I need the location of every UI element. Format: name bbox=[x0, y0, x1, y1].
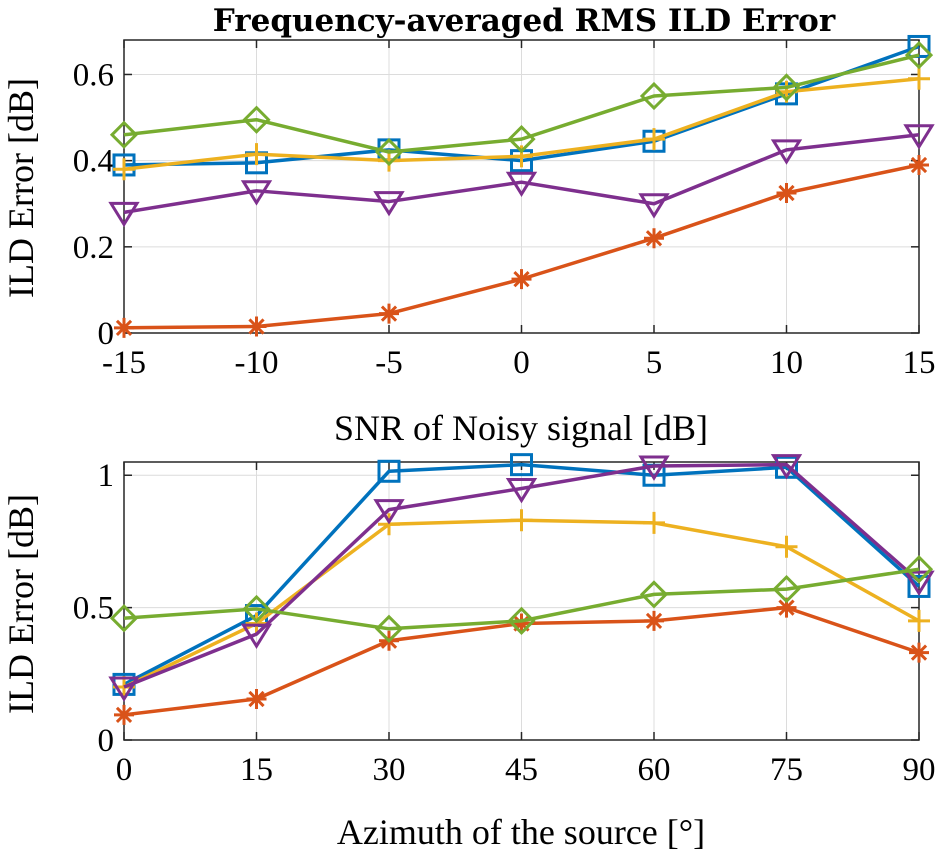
series-1-purple-triangle bbox=[108, 454, 935, 702]
data-point-1-yellow-plus-5 bbox=[775, 535, 798, 558]
series-1-orange-asterisk bbox=[114, 597, 929, 725]
azimuth-panel: Azimuth of the source [°] ILD Error [dB]… bbox=[1, 453, 936, 852]
data-point-0-orange-asterisk-4 bbox=[644, 228, 664, 249]
data-point-1-purple-triangle-4 bbox=[638, 455, 670, 481]
data-point-0-purple-triangle-3 bbox=[505, 171, 538, 198]
series-line-0-purple-triangle bbox=[123, 133, 920, 215]
y-tick-label-0-0: 0 bbox=[98, 316, 115, 352]
data-point-0-green-diamond-4 bbox=[639, 81, 669, 111]
series-0-orange-asterisk bbox=[114, 154, 929, 338]
data-point-0-green-diamond-0 bbox=[109, 120, 139, 149]
series-0-purple-triangle bbox=[108, 124, 935, 228]
series-line-1-green-diamond bbox=[123, 567, 920, 631]
data-point-0-orange-asterisk-1 bbox=[246, 316, 267, 337]
data-point-0-green-diamond-1 bbox=[242, 105, 271, 134]
data-point-0-orange-asterisk-2 bbox=[379, 303, 399, 324]
x-tick-label-1-6: 90 bbox=[903, 752, 936, 788]
y-tick-label-0-2: 0.4 bbox=[73, 144, 114, 180]
y-tick-label-1-0: 0 bbox=[98, 723, 115, 759]
data-point-1-orange-asterisk-4 bbox=[644, 610, 664, 631]
data-point-0-green-diamond-5 bbox=[772, 73, 801, 102]
data-point-0-purple-triangle-0 bbox=[108, 201, 140, 228]
data-point-1-yellow-plus-4 bbox=[643, 511, 665, 534]
x-tick-label-0-1: -10 bbox=[235, 345, 279, 381]
data-point-1-orange-asterisk-5 bbox=[776, 597, 797, 618]
azimuth-x-axis-label: Azimuth of the source [°] bbox=[337, 812, 705, 852]
data-point-1-orange-asterisk-0 bbox=[114, 704, 134, 725]
y-tick-label-0-3: 0.6 bbox=[73, 57, 114, 93]
data-point-1-purple-triangle-0 bbox=[108, 676, 140, 702]
x-tick-label-0-3: 0 bbox=[513, 345, 530, 381]
data-point-1-blue-square-3 bbox=[510, 453, 533, 477]
x-tick-label-1-4: 60 bbox=[638, 752, 671, 788]
data-point-1-purple-triangle-2 bbox=[373, 499, 405, 525]
azimuth-y-axis-label: ILD Error [dB] bbox=[1, 494, 41, 714]
data-point-1-orange-asterisk-3 bbox=[511, 613, 532, 634]
y-tick-label-0-1: 0.2 bbox=[73, 230, 114, 266]
x-tick-label-1-3: 45 bbox=[505, 752, 538, 788]
x-tick-label-0-5: 10 bbox=[770, 345, 803, 381]
data-point-0-green-diamond-3 bbox=[507, 124, 536, 154]
data-point-0-purple-triangle-6 bbox=[903, 124, 935, 150]
data-point-1-green-diamond-5 bbox=[772, 574, 801, 604]
data-point-0-purple-triangle-4 bbox=[638, 193, 670, 219]
x-tick-label-1-2: 30 bbox=[373, 752, 406, 788]
data-point-1-yellow-plus-6 bbox=[908, 609, 930, 632]
data-point-0-yellow-plus-3 bbox=[510, 145, 533, 168]
data-point-1-orange-asterisk-6 bbox=[909, 642, 929, 663]
snr-panel: SNR of Noisy signal [dB] ILD Error [dB] … bbox=[1, 34, 936, 448]
data-point-1-green-diamond-4 bbox=[639, 580, 669, 609]
x-tick-label-0-0: -15 bbox=[102, 345, 146, 381]
data-point-1-purple-triangle-6 bbox=[903, 570, 935, 596]
data-point-0-orange-asterisk-3 bbox=[511, 269, 532, 290]
x-tick-label-0-4: 5 bbox=[646, 345, 663, 381]
y-tick-label-1-1: 0.5 bbox=[73, 591, 114, 627]
y-tick-label-1-2: 1 bbox=[98, 458, 115, 494]
data-point-1-yellow-plus-3 bbox=[510, 509, 533, 532]
data-point-0-yellow-plus-1 bbox=[245, 143, 268, 166]
data-point-1-orange-asterisk-1 bbox=[246, 688, 267, 709]
snr-x-axis-label: SNR of Noisy signal [dB] bbox=[334, 408, 708, 448]
data-point-1-green-diamond-6 bbox=[904, 555, 934, 584]
data-point-1-yellow-plus-1 bbox=[245, 612, 268, 635]
data-point-0-yellow-plus-0 bbox=[113, 158, 135, 181]
series-1-green-diamond bbox=[109, 555, 934, 643]
chart-title: Frequency-averaged RMS ILD Error bbox=[213, 3, 836, 39]
data-point-1-blue-square-6 bbox=[907, 574, 931, 598]
data-point-0-orange-asterisk-0 bbox=[114, 317, 134, 338]
data-point-0-yellow-plus-4 bbox=[643, 128, 665, 151]
snr-y-axis-label: ILD Error [dB] bbox=[1, 78, 41, 298]
x-tick-label-1-1: 15 bbox=[240, 752, 273, 788]
series-line-0-green-diamond bbox=[123, 53, 920, 154]
data-point-1-green-diamond-1 bbox=[242, 594, 271, 624]
data-point-0-yellow-plus-6 bbox=[908, 67, 930, 90]
data-point-0-orange-asterisk-6 bbox=[909, 154, 929, 175]
x-tick-label-0-6: 15 bbox=[903, 345, 936, 381]
data-point-1-purple-triangle-1 bbox=[240, 623, 273, 649]
series-0-green-diamond bbox=[109, 40, 934, 167]
x-tick-label-0-2: -5 bbox=[375, 345, 403, 381]
x-tick-label-1-5: 75 bbox=[770, 752, 803, 788]
data-point-1-purple-triangle-5 bbox=[770, 454, 803, 480]
data-point-1-purple-triangle-3 bbox=[505, 477, 538, 504]
data-point-0-purple-triangle-2 bbox=[373, 191, 405, 217]
data-point-1-blue-square-2 bbox=[377, 459, 401, 483]
data-point-0-purple-triangle-5 bbox=[770, 139, 803, 165]
data-point-1-green-diamond-2 bbox=[374, 614, 404, 643]
data-point-1-green-diamond-3 bbox=[507, 606, 536, 635]
data-point-0-orange-asterisk-5 bbox=[776, 182, 797, 203]
series-line-1-purple-triangle bbox=[123, 462, 921, 689]
x-tick-label-1-0: 0 bbox=[116, 752, 133, 788]
data-point-0-green-diamond-2 bbox=[374, 137, 404, 167]
data-point-0-purple-triangle-1 bbox=[240, 180, 273, 206]
data-point-0-green-diamond-6 bbox=[904, 40, 934, 70]
data-point-1-green-diamond-0 bbox=[109, 604, 139, 633]
